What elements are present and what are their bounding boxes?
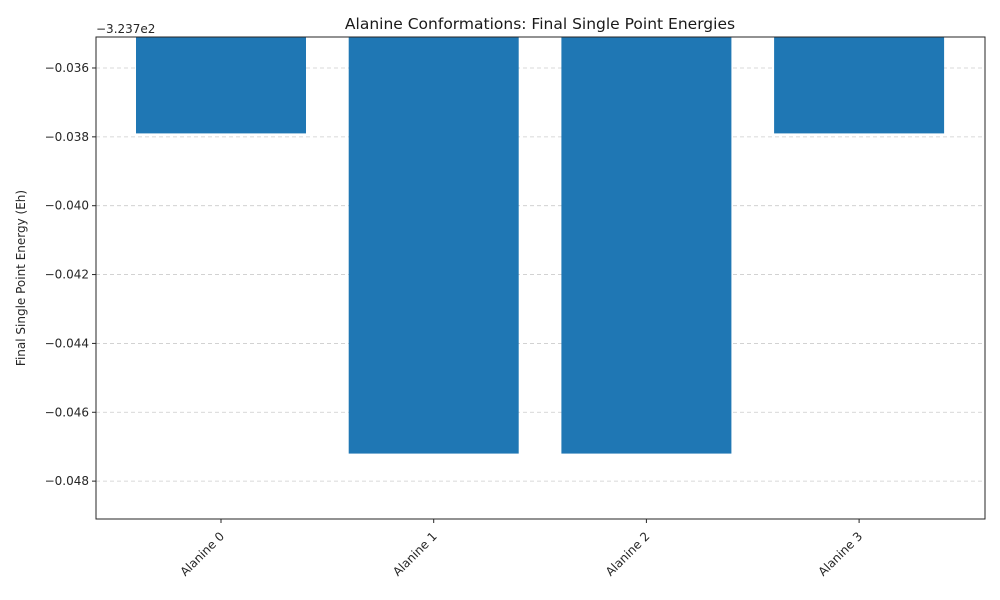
bar <box>774 37 945 134</box>
y-tick-label: −0.048 <box>45 474 89 488</box>
bar <box>136 37 306 134</box>
bar <box>348 37 519 454</box>
y-axis: −0.036 −0.038 −0.040 −0.042 −0.044 −0.046 −0.0… <box>45 61 96 488</box>
plot-frame <box>95 36 986 520</box>
y-tick-label: −0.036 <box>45 61 89 75</box>
y-tick-label: −0.042 <box>45 268 89 282</box>
x-tick-label: Alanine 0 <box>177 529 227 579</box>
y-tick-label: −0.044 <box>45 336 89 350</box>
grid-lines <box>96 67 985 482</box>
y-tick-label: −0.046 <box>45 405 89 419</box>
bar <box>561 37 732 454</box>
x-tick-label: Alanine 3 <box>816 529 866 579</box>
x-axis: Alanine 0 Alanine 1 Alanine 2 Alanine 3 <box>177 519 865 579</box>
bars <box>136 37 945 454</box>
x-tick-label: Alanine 1 <box>390 529 440 579</box>
y-axis-offset-label: −3.237e2 <box>96 22 155 36</box>
y-axis-label: Final Single Point Energy (Eh) <box>14 190 28 366</box>
y-tick-label: −0.038 <box>45 130 89 144</box>
y-tick-label: −0.040 <box>45 199 89 213</box>
x-tick-label: Alanine 2 <box>603 529 653 579</box>
chart-title: Alanine Conformations: Final Single Poin… <box>345 15 735 33</box>
